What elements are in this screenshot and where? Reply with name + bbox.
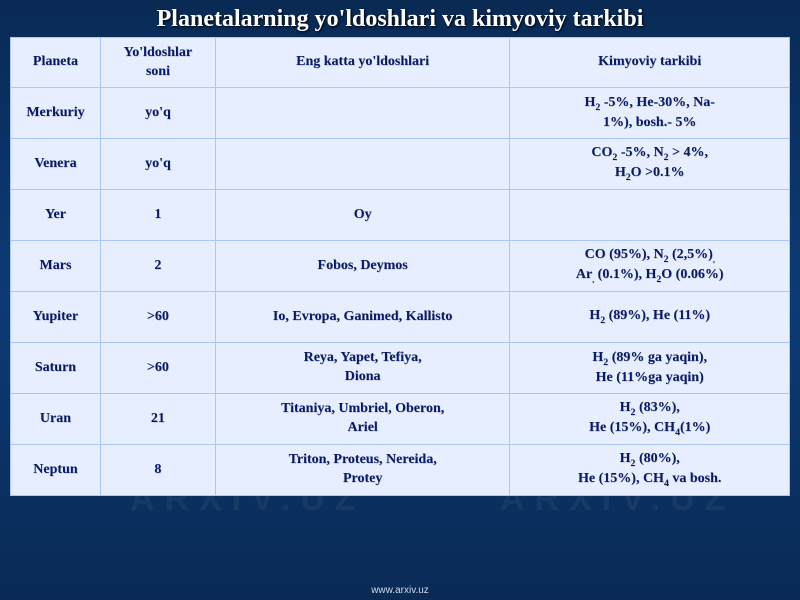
cell-eng-katta bbox=[215, 88, 510, 139]
planets-table: Planeta Yo'ldoshlar soni Eng katta yo'ld… bbox=[10, 37, 790, 496]
col-header-planeta: Planeta bbox=[11, 38, 101, 88]
cell-eng-katta: Titaniya, Umbriel, Oberon,Ariel bbox=[215, 394, 510, 445]
table-body: Merkuriyyo'q H2 -5%, He-30%, Na-1%), bosh… bbox=[11, 88, 790, 496]
table-row: Saturn>60Reya, Yapet, Tefiya,DionaH2 (89… bbox=[11, 343, 790, 394]
table-row: Merkuriyyo'q H2 -5%, He-30%, Na-1%), bosh… bbox=[11, 88, 790, 139]
table-row: Yer1Oy bbox=[11, 190, 790, 241]
col-header-line2: soni bbox=[146, 64, 170, 79]
cell-planeta: Saturn bbox=[11, 343, 101, 394]
footer-url: www.arxiv.uz bbox=[0, 585, 800, 596]
cell-yoldoshlar-soni: >60 bbox=[100, 343, 215, 394]
cell-yoldoshlar-soni: 8 bbox=[100, 445, 215, 496]
cell-planeta: Uran bbox=[11, 394, 101, 445]
cell-planeta: Mars bbox=[11, 241, 101, 292]
table-row: Uran21Titaniya, Umbriel, Oberon,ArielH2 … bbox=[11, 394, 790, 445]
page-title: Planetalarning yo'ldoshlari va kimyoviy … bbox=[0, 0, 800, 37]
cell-eng-katta: Io, Evropa, Ganimed, Kallisto bbox=[215, 292, 510, 343]
table-row: Venerayo'q CO2 -5%, N2 > 4%,H2O >0.1% bbox=[11, 139, 790, 190]
cell-eng-katta bbox=[215, 139, 510, 190]
cell-planeta: Venera bbox=[11, 139, 101, 190]
cell-eng-katta: Reya, Yapet, Tefiya,Diona bbox=[215, 343, 510, 394]
cell-kimyoviy: H2 -5%, He-30%, Na-1%), bosh.- 5% bbox=[510, 88, 790, 139]
table-row: Mars2Fobos, DeymosCO (95%), N2 (2,5%),Ar… bbox=[11, 241, 790, 292]
col-header-line1: Yo'ldoshlar bbox=[124, 45, 192, 60]
cell-planeta: Yupiter bbox=[11, 292, 101, 343]
cell-kimyoviy: H2 (83%),He (15%), CH4(1%) bbox=[510, 394, 790, 445]
cell-yoldoshlar-soni: yo'q bbox=[100, 88, 215, 139]
cell-eng-katta: Fobos, Deymos bbox=[215, 241, 510, 292]
cell-planeta: Yer bbox=[11, 190, 101, 241]
cell-yoldoshlar-soni: >60 bbox=[100, 292, 215, 343]
col-header-yoldoshlar-soni: Yo'ldoshlar soni bbox=[100, 38, 215, 88]
table-row: Yupiter>60Io, Evropa, Ganimed, KallistoH… bbox=[11, 292, 790, 343]
cell-kimyoviy: H2 (89%), He (11%) bbox=[510, 292, 790, 343]
cell-yoldoshlar-soni: 2 bbox=[100, 241, 215, 292]
col-header-kimyoviy: Kimyoviy tarkibi bbox=[510, 38, 790, 88]
cell-kimyoviy: H2 (89% ga yaqin),He (11%ga yaqin) bbox=[510, 343, 790, 394]
cell-planeta: Merkuriy bbox=[11, 88, 101, 139]
cell-yoldoshlar-soni: 1 bbox=[100, 190, 215, 241]
cell-kimyoviy bbox=[510, 190, 790, 241]
cell-kimyoviy: CO2 -5%, N2 > 4%,H2O >0.1% bbox=[510, 139, 790, 190]
cell-kimyoviy: H2 (80%),He (15%), CH4 va bosh. bbox=[510, 445, 790, 496]
cell-yoldoshlar-soni: yo'q bbox=[100, 139, 215, 190]
cell-yoldoshlar-soni: 21 bbox=[100, 394, 215, 445]
cell-eng-katta: Triton, Proteus, Nereida,Protey bbox=[215, 445, 510, 496]
cell-planeta: Neptun bbox=[11, 445, 101, 496]
table-header-row: Planeta Yo'ldoshlar soni Eng katta yo'ld… bbox=[11, 38, 790, 88]
cell-kimyoviy: CO (95%), N2 (2,5%),Ar, (0.1%), H2O (0.0… bbox=[510, 241, 790, 292]
cell-eng-katta: Oy bbox=[215, 190, 510, 241]
table-row: Neptun8Triton, Proteus, Nereida,ProteyH2… bbox=[11, 445, 790, 496]
col-header-eng-katta: Eng katta yo'ldoshlari bbox=[215, 38, 510, 88]
